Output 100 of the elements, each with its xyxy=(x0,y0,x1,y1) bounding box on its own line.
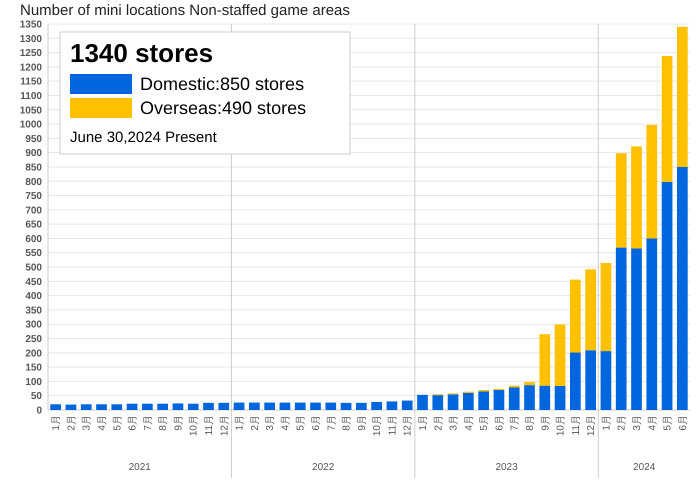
x-tick-label: 11月 xyxy=(570,415,582,436)
y-tick-label: 900 xyxy=(25,148,42,160)
x-tick-label: 12月 xyxy=(402,415,414,436)
y-tick-label: 1150 xyxy=(20,76,42,88)
x-tick-label: 11月 xyxy=(204,415,215,436)
x-tick-label: 1月 xyxy=(418,415,429,431)
bar xyxy=(631,146,642,248)
x-tick-label: 3月 xyxy=(632,415,643,431)
bar xyxy=(50,404,61,410)
bar xyxy=(264,402,275,410)
x-tick-label: 6月 xyxy=(128,415,139,431)
text: 2023 xyxy=(495,462,518,473)
bar xyxy=(662,182,672,410)
bar xyxy=(218,402,230,410)
bar xyxy=(585,350,596,410)
y-tick-label: 0 xyxy=(36,406,42,416)
x-tick-label: 4月 xyxy=(464,415,475,431)
bar xyxy=(157,404,168,410)
y-tick-label: 100 xyxy=(25,376,42,388)
x-tick-label: 3月 xyxy=(265,415,276,431)
x-tick-label: 5月 xyxy=(662,415,674,431)
y-tick-label: 550 xyxy=(25,248,42,260)
y-tick-label: 250 xyxy=(25,334,42,346)
x-tick-label: 7月 xyxy=(510,415,521,431)
bar xyxy=(325,402,336,410)
x-tick-label: 4月 xyxy=(280,415,292,431)
y-tick-label: 500 xyxy=(25,262,42,274)
bar xyxy=(142,404,153,410)
bar xyxy=(280,402,290,410)
bar xyxy=(463,392,474,410)
bar xyxy=(554,324,566,386)
bar xyxy=(646,238,658,410)
bar xyxy=(600,263,612,352)
y-tick-label: 1200 xyxy=(20,62,42,74)
x-tick-label: 2月 xyxy=(66,415,78,431)
x-tick-label: 8月 xyxy=(158,415,170,431)
x-tick-label: 5月 xyxy=(296,415,307,431)
x-tick-label: 10月 xyxy=(372,415,384,436)
legend-label: Overseas:490 stores xyxy=(140,98,306,118)
chart-title: Number of mini locations Non-staffed game areas xyxy=(20,2,350,19)
text: 2022 xyxy=(312,462,335,473)
bar xyxy=(631,248,642,410)
x-tick-label: 9月 xyxy=(173,415,184,431)
x-tick-label: 1月 xyxy=(234,415,246,431)
y-tick-label: 650 xyxy=(25,220,42,231)
y-tick-label: 600 xyxy=(25,234,42,245)
bar xyxy=(524,385,535,410)
bar xyxy=(646,124,658,238)
y-tick-label: 450 xyxy=(25,276,42,288)
x-tick-label: 10月 xyxy=(188,415,200,436)
text: 2024 xyxy=(633,462,656,473)
x-tick-label: 3月 xyxy=(82,415,93,431)
bar xyxy=(96,404,107,410)
bar xyxy=(494,390,504,410)
x-tick-label: 7月 xyxy=(142,415,154,431)
x-tick-label: 5月 xyxy=(112,415,124,431)
x-tick-label: 11月 xyxy=(387,415,398,436)
bar xyxy=(172,403,184,410)
y-tick-label: 700 xyxy=(25,205,42,216)
bar xyxy=(616,153,627,248)
bar xyxy=(126,404,138,410)
y-tick-label: 350 xyxy=(25,305,42,316)
bar xyxy=(539,386,550,410)
bar xyxy=(294,402,306,410)
bar xyxy=(356,402,367,410)
bar xyxy=(585,269,596,350)
y-tick-label: 150 xyxy=(25,362,42,374)
bar xyxy=(340,402,352,410)
bar xyxy=(188,404,199,410)
x-tick-label: 3月 xyxy=(448,415,460,431)
bar xyxy=(66,404,76,410)
bar xyxy=(524,382,535,386)
bar xyxy=(677,166,688,410)
bar xyxy=(570,280,581,353)
bar xyxy=(554,386,566,410)
bar xyxy=(80,404,92,410)
bar xyxy=(203,402,214,410)
x-tick-label: 6月 xyxy=(311,415,322,431)
y-tick-label: 800 xyxy=(25,176,42,188)
x-tick-label: 2月 xyxy=(616,415,628,431)
x-tick-label: 1月 xyxy=(601,415,612,431)
x-tick-label: 8月 xyxy=(525,415,536,431)
x-tick-label: 10月 xyxy=(556,415,567,436)
bar xyxy=(677,26,688,167)
bar xyxy=(386,401,398,410)
bar xyxy=(600,351,612,410)
annotation: June 30,2024 Present xyxy=(70,129,218,146)
bar xyxy=(111,404,122,410)
y-tick-label: 1250 xyxy=(20,48,42,60)
y-tick-label: 400 xyxy=(25,291,42,302)
legend-label: Domestic:850 stores xyxy=(140,74,304,94)
y-tick-label: 300 xyxy=(25,320,42,331)
x-tick-label: 12月 xyxy=(219,415,230,436)
x-tick-label: 5月 xyxy=(479,415,490,431)
bar xyxy=(662,56,672,182)
bar xyxy=(234,402,244,410)
bar xyxy=(310,402,321,410)
x-tick-label: 8月 xyxy=(342,415,353,431)
x-tick-label: 6月 xyxy=(494,415,506,431)
x-tick-label: 9月 xyxy=(540,415,552,431)
